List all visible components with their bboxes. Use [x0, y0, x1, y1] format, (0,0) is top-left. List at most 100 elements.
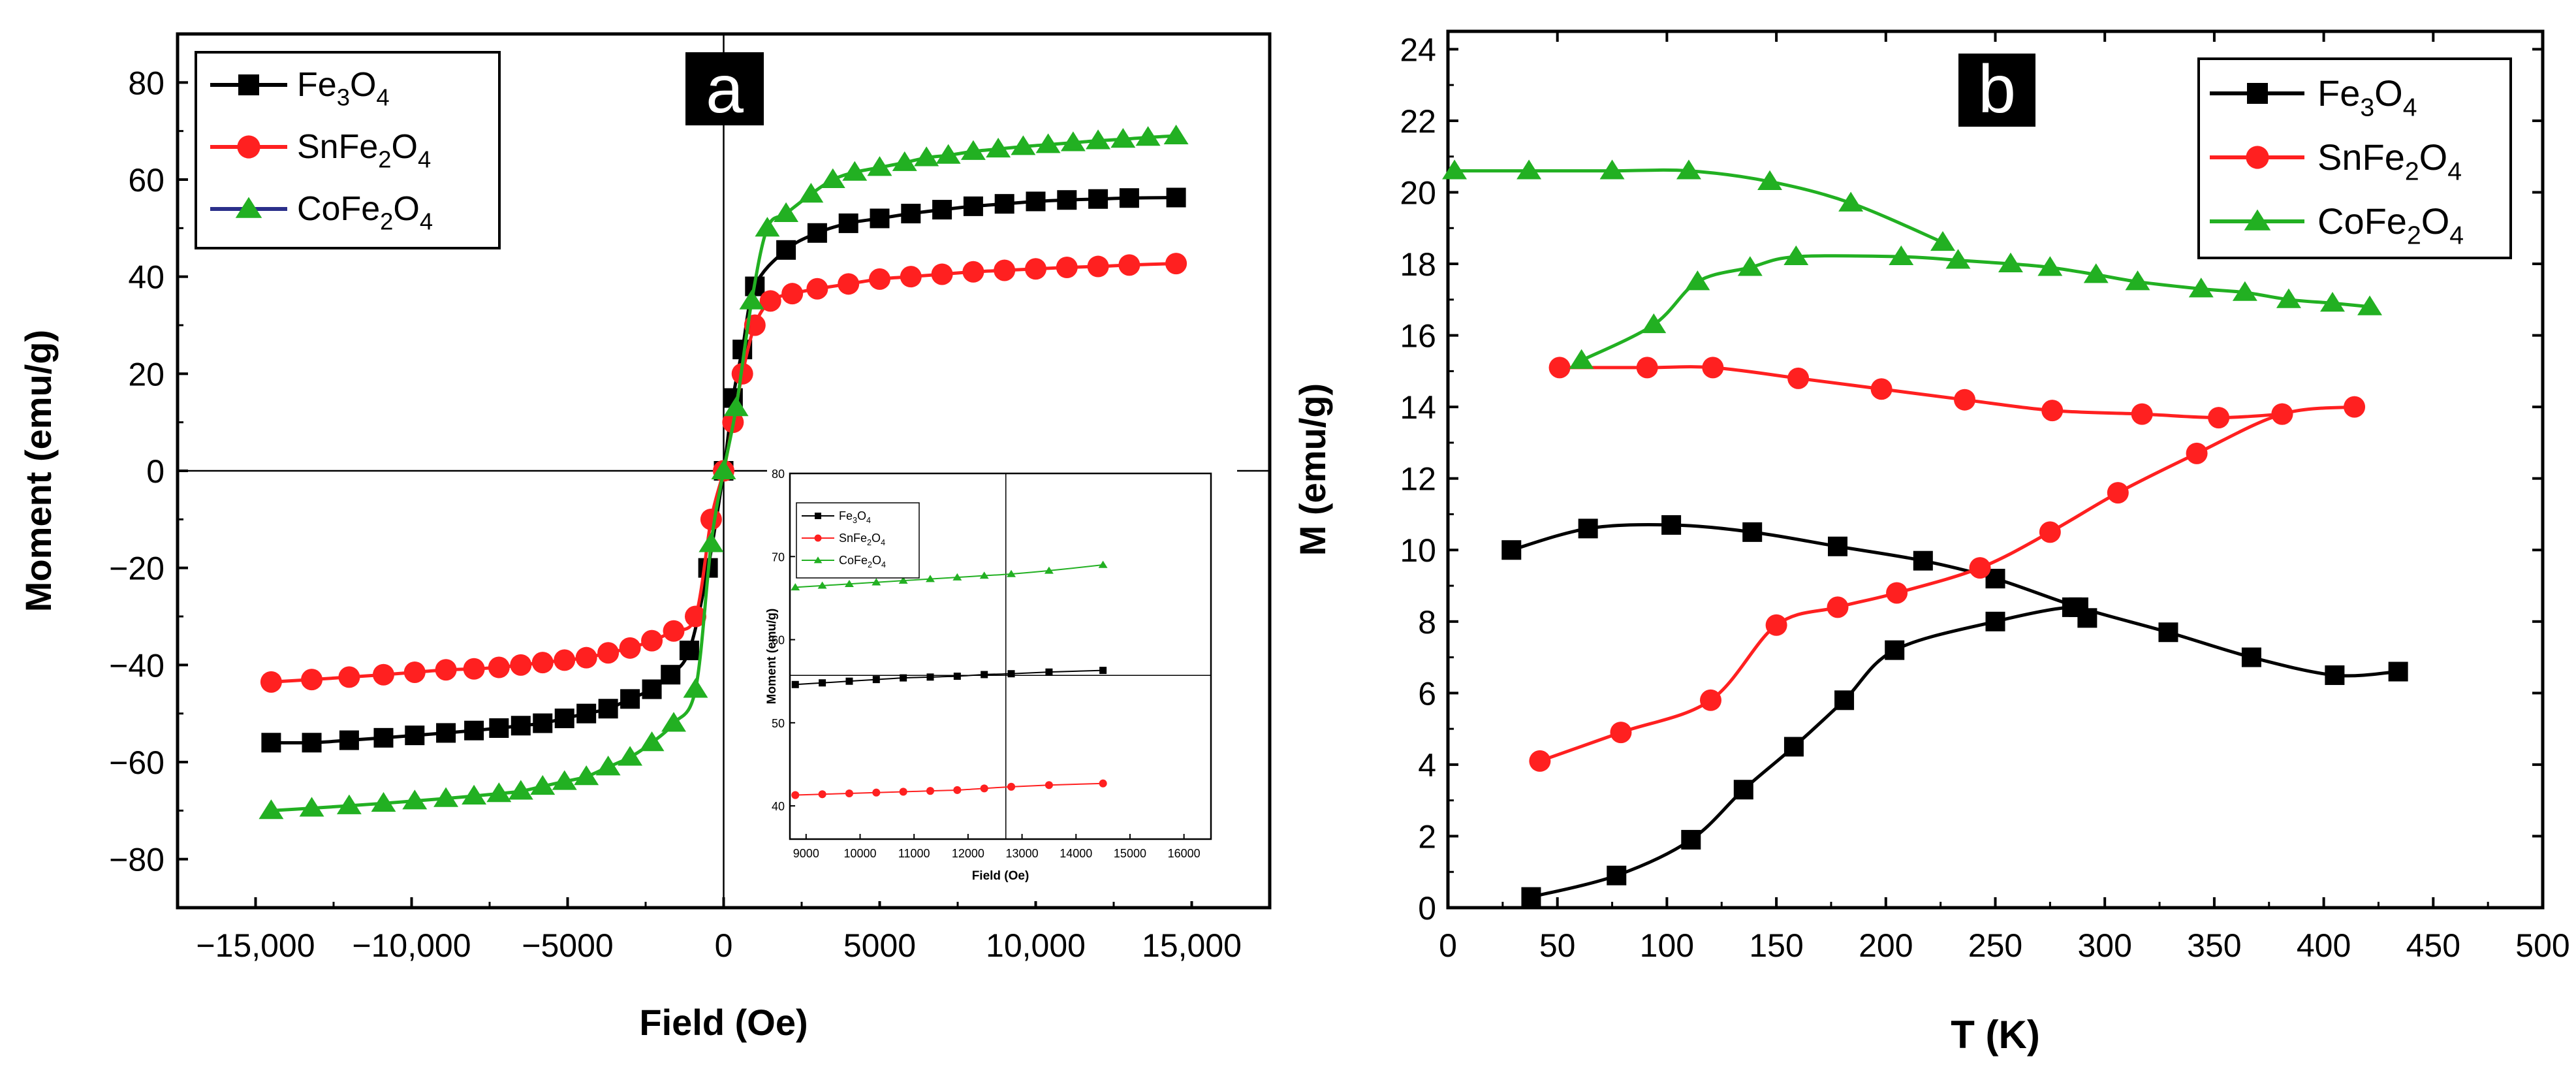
panel-a-point-snfe2o4 — [1165, 253, 1187, 275]
panel-a-point-snfe2o4 — [338, 666, 360, 688]
panel-a-point-snfe2o4 — [260, 671, 282, 693]
panel-a-point-fe3o4 — [776, 240, 796, 260]
panel-a-point-cofe2o4 — [259, 799, 284, 820]
inset-ylabel: Moment (emu/g) — [765, 609, 779, 705]
panel-a-ytick-label: 60 — [128, 162, 165, 199]
panel-b-point-cofe2o4 — [1641, 313, 1667, 334]
inset-frame — [789, 472, 1212, 840]
panel-a-xtick-label: −15,000 — [196, 927, 315, 964]
panel-a-ytick-label: −40 — [109, 647, 165, 684]
inset-xtick-label: 13000 — [1006, 847, 1039, 860]
panel-a-point-snfe2o4 — [1118, 254, 1140, 276]
panel-b-ytick-label: 18 — [1400, 246, 1436, 283]
inset-point-fe3o4 — [1045, 668, 1053, 676]
panel-a-point-cofe2o4 — [1163, 124, 1189, 145]
panel-a-point-fe3o4 — [807, 223, 827, 243]
panel-b-point-fe3o4 — [2158, 622, 2178, 643]
panel-a-point-fe3o4 — [373, 727, 394, 748]
panel-a-point-fe3o4 — [1088, 189, 1108, 209]
panel-b-point-fe3o4 — [2325, 665, 2345, 685]
panel-b-point-cofe2o4 — [1676, 159, 1701, 180]
panel-a-point-fe3o4 — [620, 689, 640, 709]
panel-a-legend-marker — [235, 197, 262, 218]
panel-a-point-cofe2o4 — [1110, 128, 1136, 148]
panel-a-point-fe3o4 — [994, 194, 1014, 214]
panel-b-point-cofe2o4 — [1737, 256, 1763, 276]
panel-b-point-snfe2o4 — [1827, 596, 1849, 618]
panel-a-point-fe3o4 — [963, 196, 983, 216]
panel-b-point-fe3o4 — [1681, 829, 1701, 850]
panel-a-point-snfe2o4 — [684, 605, 706, 628]
panel-b-point-snfe2o4 — [1765, 614, 1787, 636]
panel-b-point-fe3o4 — [1661, 515, 1682, 535]
panel-a-point-fe3o4 — [598, 699, 618, 719]
panel-a-ytick-label: 80 — [128, 65, 165, 101]
inset-xtick-label: 9000 — [793, 847, 819, 860]
panel-a-point-fe3o4 — [464, 720, 484, 741]
panel-b-point-snfe2o4 — [2208, 407, 2230, 429]
panel-a-point-cofe2o4 — [486, 782, 512, 803]
panel-a-point-snfe2o4 — [619, 637, 641, 659]
panel-a-point-fe3o4 — [339, 730, 359, 750]
inset-point-snfe2o4 — [872, 788, 881, 797]
panel-a-point-cofe2o4 — [1060, 131, 1086, 151]
panel-b-point-cofe2o4 — [1569, 349, 1594, 369]
panel-b-point-cofe2o4 — [2357, 295, 2383, 315]
panel-b-xtick-label: 0 — [1439, 927, 1457, 964]
panel-b-point-cofe2o4 — [1516, 159, 1542, 180]
inset-legend-label: SnFe2O4 — [839, 532, 885, 547]
panel-a-point-cofe2o4 — [723, 396, 749, 417]
panel-a-point-snfe2o4 — [1087, 255, 1109, 278]
panel-a-point-cofe2o4 — [639, 731, 665, 752]
panel-b-legend-marker — [2244, 209, 2271, 231]
panel-b-point-cofe2o4 — [2037, 256, 2063, 276]
panel-a-point-cofe2o4 — [530, 774, 556, 795]
inset-legend-marker — [815, 513, 821, 519]
inset-xtick-label: 11000 — [898, 847, 930, 860]
panel-a-point-fe3o4 — [1119, 188, 1139, 208]
panel-b-point-snfe2o4 — [1787, 367, 1810, 389]
panel-a-point-cofe2o4 — [867, 156, 892, 176]
panel-b-ytick-label: 0 — [1418, 890, 1436, 927]
inset-point-cofe2o4 — [898, 576, 908, 584]
panel-b-legend-marker — [2246, 146, 2269, 169]
panel-a-point-snfe2o4 — [900, 266, 922, 288]
panel-b-point-fe3o4 — [1742, 522, 1763, 542]
panel-b-point-fe3o4 — [1733, 780, 1753, 800]
panel-a-point-snfe2o4 — [372, 663, 394, 686]
panel-b-point-cofe2o4 — [2320, 292, 2345, 312]
panel-a-point-snfe2o4 — [1056, 257, 1078, 279]
panel-a-point-snfe2o4 — [301, 669, 323, 691]
panel-a-point-cofe2o4 — [1135, 126, 1161, 146]
inset-point-fe3o4 — [926, 673, 934, 681]
panel-b-point-fe3o4 — [1985, 611, 2005, 631]
panel-b-xtick-label: 200 — [1859, 927, 1913, 964]
panel-b-xtick-label: 350 — [2187, 927, 2241, 964]
panel-a-point-fe3o4 — [554, 709, 574, 729]
panel-b-point-cofe2o4 — [1998, 252, 2023, 272]
panel-a-ytick-label: −60 — [109, 744, 165, 781]
panel-a-point-snfe2o4 — [463, 658, 485, 680]
panel-b-label: b — [1978, 52, 2016, 127]
panel-a-ytick-label: 0 — [146, 453, 165, 490]
panel-b-point-fe3o4 — [1501, 540, 1522, 560]
panel-b-point-fe3o4 — [2241, 647, 2261, 667]
panel-a-point-fe3o4 — [576, 703, 597, 724]
inset-xtick-label: 15000 — [1114, 847, 1146, 860]
inset-ytick-label: 50 — [772, 717, 785, 730]
panel-b-point-snfe2o4 — [1702, 357, 1724, 379]
panel-a-point-snfe2o4 — [1025, 258, 1046, 280]
inset-point-cofe2o4 — [872, 578, 881, 586]
panel-a-point-snfe2o4 — [435, 659, 457, 681]
panel-b-xtick-label: 450 — [2406, 927, 2460, 964]
panel-a-point-snfe2o4 — [759, 290, 781, 312]
panel-a-point-fe3o4 — [405, 725, 425, 746]
inset-legend-label: CoFe2O4 — [839, 554, 886, 569]
panel-a-point-cofe2o4 — [299, 797, 324, 817]
panel-b-point-cofe2o4 — [2276, 288, 2301, 308]
panel-a-point-snfe2o4 — [597, 642, 620, 664]
panel-a-ylabel: Moment (emu/g) — [18, 330, 59, 612]
panel-b-legend: Fe3O4 SnFe2O4 CoFe2O4 — [2197, 57, 2512, 259]
panel-a-point-snfe2o4 — [838, 273, 860, 295]
panel-b-point-snfe2o4 — [1610, 722, 1632, 744]
